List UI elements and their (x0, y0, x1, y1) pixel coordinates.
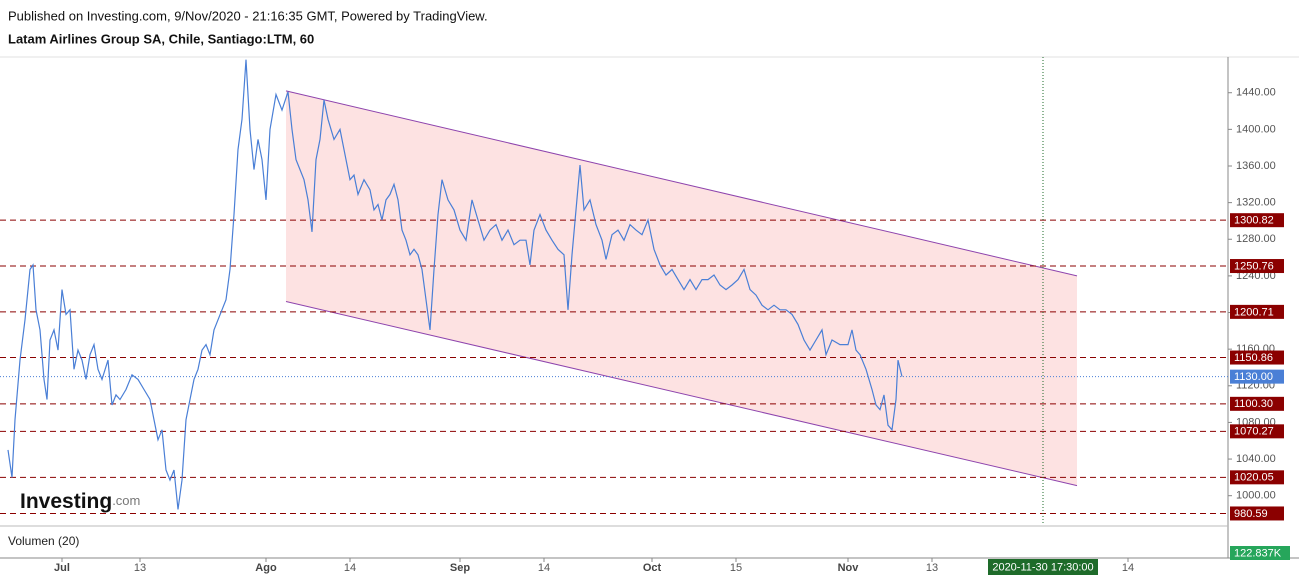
price-line (7, 59, 903, 510)
published-note: Published on Investing.com, 9/Nov/2020 -… (8, 8, 488, 23)
level-label: 1250.76 (1234, 260, 1274, 272)
volume-badge (1230, 546, 1290, 560)
last-price-label: 1130.00 (1234, 371, 1273, 383)
x-tick-label: 13 (926, 562, 938, 574)
level-label: 1300.82 (1234, 215, 1274, 227)
y-tick-label: 1400.00 (1236, 123, 1276, 135)
volume-last: 122.837K (1234, 547, 1282, 559)
logo: Investing.com (20, 490, 140, 513)
logo-suffix: .com (112, 493, 140, 508)
y-tick-label: 1280.00 (1236, 233, 1276, 245)
level-label: 1100.30 (1234, 398, 1273, 410)
level-label: 980.59 (1234, 508, 1268, 520)
level-badge (1230, 259, 1284, 274)
channel-fill (286, 90, 1077, 486)
volume-title: Volumen (20) (8, 534, 79, 548)
x-tick-label: Ago (255, 562, 277, 574)
channel-upper (285, 90, 1078, 277)
level-badge (1230, 213, 1284, 228)
plot-layer: 1000.001040.001080.001120.001160.001200.… (0, 57, 1290, 575)
last-price-badge (1230, 369, 1284, 384)
x-tick-label: Sep (450, 562, 470, 574)
symbol-title: Latam Airlines Group SA, Chile, Santiago… (8, 31, 314, 46)
y-tick-label: 1040.00 (1236, 453, 1276, 465)
level-badge (1230, 470, 1284, 485)
level-label: 1070.27 (1234, 426, 1274, 438)
level-label: 1200.71 (1234, 306, 1274, 318)
level-badge (1230, 304, 1284, 319)
level-label: 1150.86 (1234, 352, 1273, 364)
crosshair-label: 2020-11-30 17:30:00 (992, 561, 1093, 573)
x-tick-label: Oct (643, 562, 662, 574)
x-tick-label: 15 (730, 562, 742, 574)
channel-lower (285, 301, 1078, 487)
crosshair-badge (988, 559, 1098, 575)
level-badge (1230, 350, 1284, 365)
x-tick-label: 13 (134, 562, 146, 574)
level-label: 1020.05 (1234, 472, 1274, 484)
y-tick-label: 1440.00 (1236, 87, 1276, 99)
level-badge (1230, 424, 1284, 439)
level-badge (1230, 396, 1284, 411)
x-tick-label: Nov (838, 562, 860, 574)
level-badge (1230, 506, 1284, 521)
x-tick-label: 14 (538, 562, 550, 574)
y-tick-label: 1360.00 (1236, 160, 1276, 172)
x-tick-label: 14 (344, 562, 356, 574)
y-tick-label: 1000.00 (1236, 490, 1276, 502)
x-tick-label: 14 (1122, 562, 1134, 574)
x-tick-label: Jul (54, 562, 70, 574)
logo-brand: Investing (20, 490, 112, 513)
y-tick-label: 1320.00 (1236, 197, 1276, 209)
